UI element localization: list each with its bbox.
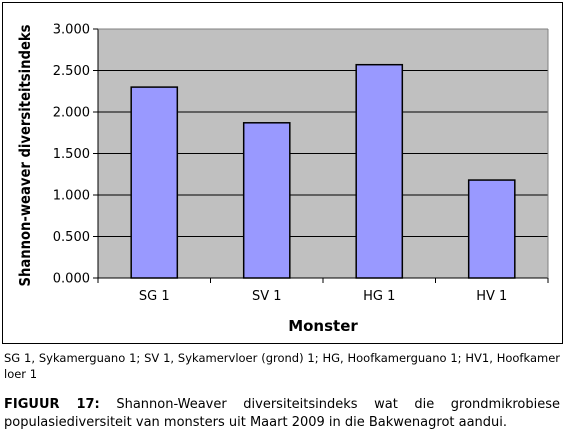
caption-text: Shannon-Weaver diversiteitsindeks wat di… [4,397,561,430]
y-tick-label: 1.500 [53,147,90,162]
y-tick-label: 0.500 [53,230,90,245]
x-tick-label: HV 1 [476,289,507,304]
chart-frame: 0.000 0.500 1.000 1.500 2.000 2.500 3.000 SG 1… [2,2,563,344]
bar-sg1 [130,86,179,279]
y-tick-label: 2.500 [53,64,90,79]
x-tick-label: SG 1 [139,289,170,304]
y-tick-label: 2.000 [53,106,90,121]
x-tick-label: HG 1 [363,289,395,304]
bars [130,63,516,279]
y-axis-label: Shannon-weaver diversiteitsindeks [16,24,34,286]
y-tick-label: 3.000 [53,23,90,38]
x-tick-label: SV 1 [252,289,282,304]
y-tick-label: 1.000 [53,189,90,204]
abbreviation-note: SG 1, Sykamerguano 1; SV 1, Sykamervloer… [4,351,560,381]
caption-label: FIGUUR 17: [4,397,100,412]
y-tick-label: 0.000 [53,272,90,287]
bar-hg1 [355,63,404,279]
x-axis-label: Monster [288,317,358,335]
figure-caption: FIGUUR 17: Shannon-Weaver diversiteitsin… [4,396,560,432]
x-tick-labels: SG 1 SV 1 HG 1 HV 1 [97,278,549,304]
bar-sv1 [242,122,291,279]
bar-hv1 [467,179,516,279]
y-tick-labels: 0.000 0.500 1.000 1.500 2.000 2.500 3.000 [53,23,98,287]
bar-chart: 0.000 0.500 1.000 1.500 2.000 2.500 3.000 SG 1… [16,23,549,335]
